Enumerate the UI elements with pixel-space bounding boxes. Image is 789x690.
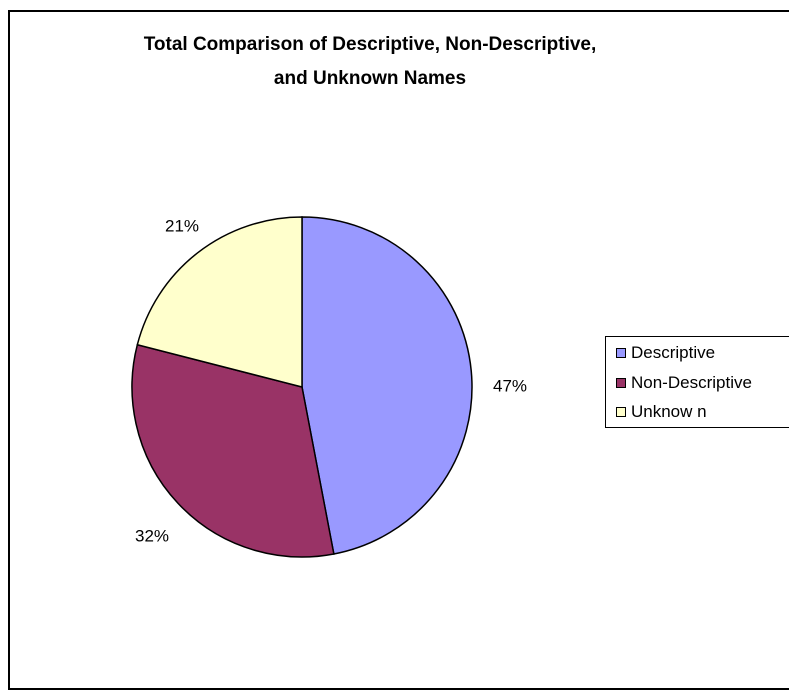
data-label-non-descriptive: 32% <box>135 526 169 545</box>
chart-title-line-2: and Unknown Names <box>273 68 467 89</box>
data-label-unknow-n: 21% <box>165 216 199 235</box>
legend: Descriptive Non-Descriptive Unknow n <box>605 336 789 428</box>
legend-label-non-descriptive: Non-Descriptive <box>631 373 752 392</box>
pie-chart: 47% 32% 21% <box>131 216 527 558</box>
pie-slice-non-descriptive <box>131 343 335 558</box>
legend-swatch-descriptive <box>616 348 626 358</box>
pie-data-labels: 47% 32% 21% <box>135 216 527 545</box>
pie-slice-unknow-n <box>136 216 303 388</box>
chart-title-line-1: Total Comparison of Descriptive, Non-Des… <box>143 34 597 55</box>
legend-item-descriptive: Descriptive <box>616 343 715 363</box>
legend-item-unknown: Unknow n <box>616 402 707 422</box>
legend-swatch-non-descriptive <box>616 378 626 388</box>
data-label-descriptive: 47% <box>493 376 527 395</box>
legend-label-unknown: Unknow n <box>631 402 707 421</box>
pie-slices <box>131 216 473 558</box>
legend-label-descriptive: Descriptive <box>631 343 716 362</box>
pie-slice-descriptive <box>301 216 473 555</box>
legend-swatch-unknown <box>616 407 626 417</box>
legend-item-non-descriptive: Non-Descriptive <box>616 373 752 393</box>
